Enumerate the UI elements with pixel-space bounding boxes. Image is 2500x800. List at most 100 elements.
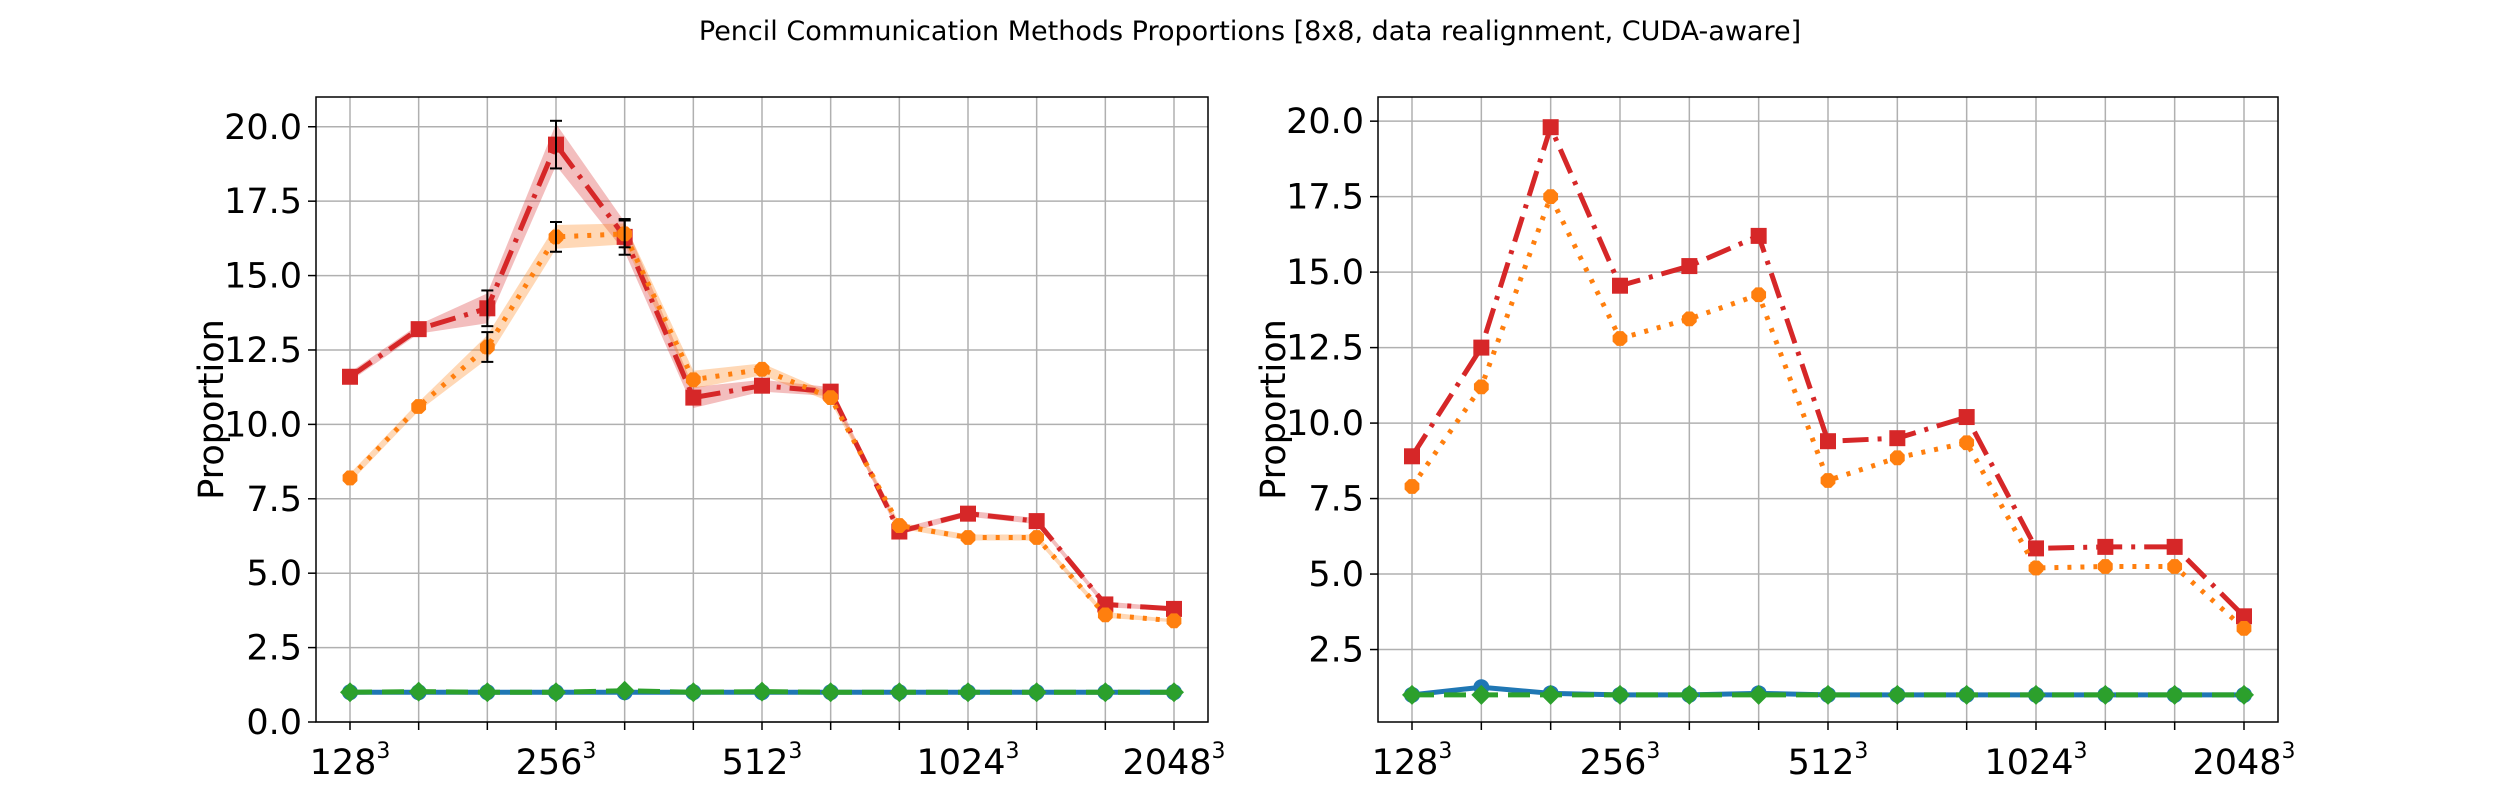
orange-data-point xyxy=(2236,621,2252,636)
y-tick-label: 20.0 xyxy=(1286,102,1364,142)
red-data-point xyxy=(1681,258,1698,275)
x-tick-label-exponent: 3 xyxy=(1006,739,1020,764)
red-data-point xyxy=(1889,430,1906,447)
red-data-point xyxy=(1028,513,1045,530)
x-tick-label-exponent: 3 xyxy=(1438,739,1452,764)
x-tick-label-base: 2048 xyxy=(2192,743,2281,783)
green-data-point xyxy=(1026,682,1047,703)
green-data-point xyxy=(2234,684,2254,705)
y-tick-label: 15.0 xyxy=(224,257,302,297)
green-data-point xyxy=(1095,682,1116,703)
orange-data-point xyxy=(411,399,427,414)
y-tick-label: 12.5 xyxy=(1286,329,1364,369)
green-data-point xyxy=(2026,684,2046,705)
green-data-point xyxy=(889,682,910,703)
y-axis-label: Proportion xyxy=(1254,319,1294,500)
green-data-point xyxy=(546,682,566,703)
orange-data-point xyxy=(2167,559,2183,574)
green-data-point xyxy=(1471,684,1492,705)
x-tick-label-base: 128 xyxy=(310,743,377,783)
y-tick-label: 17.5 xyxy=(224,182,302,222)
orange-data-point xyxy=(1473,379,1489,395)
orange-data-point xyxy=(891,518,907,533)
x-tick-label-base: 512 xyxy=(1788,743,1855,783)
x-tick-label-base: 256 xyxy=(1580,743,1647,783)
x-tick-label-exponent: 3 xyxy=(2074,739,2088,764)
plot-area-frame xyxy=(315,96,1209,723)
y-tick-label: 2.5 xyxy=(246,629,302,669)
orange-data-point xyxy=(754,361,770,377)
x-tick-label-base: 2048 xyxy=(1122,743,1211,783)
red-data-point xyxy=(1820,433,1836,450)
y-tick-label: 10.0 xyxy=(224,405,302,445)
green-data-point xyxy=(408,681,429,702)
green-data-point xyxy=(1818,684,1838,705)
orange-data-point xyxy=(1751,287,1767,303)
green-data-point xyxy=(958,682,978,703)
y-tick-label: 7.5 xyxy=(1308,480,1364,520)
green-data-point xyxy=(1164,682,1184,703)
y-tick-label: 20.0 xyxy=(224,108,302,148)
x-tick-label: 1283 xyxy=(310,739,391,783)
red-data-point xyxy=(1542,119,1559,136)
orange-data-point xyxy=(1889,450,1905,466)
red-data-point xyxy=(2236,608,2252,625)
red-data-point xyxy=(1958,409,1975,426)
red-data-point xyxy=(410,321,427,338)
x-tick-label-base: 1024 xyxy=(916,743,1005,783)
red-data-point xyxy=(2097,538,2114,555)
orange-data-point xyxy=(1820,473,1836,488)
y-tick-label: 10.0 xyxy=(1286,404,1364,444)
x-tick-label-exponent: 3 xyxy=(376,739,390,764)
red-data-point xyxy=(1166,600,1182,617)
red-data-point xyxy=(960,505,976,522)
y-tick-label: 15.0 xyxy=(1286,253,1364,293)
plot-area-frame xyxy=(1377,96,2279,723)
orange-data-point xyxy=(823,390,839,405)
x-tick-label: 5123 xyxy=(722,739,803,783)
y-tick-label: 2.5 xyxy=(1308,631,1364,671)
red-data-point xyxy=(1750,227,1767,244)
green-data-point xyxy=(1748,684,1769,705)
orange-data-point xyxy=(1029,530,1045,545)
x-tick-label: 2563 xyxy=(1580,739,1661,783)
red-data-point xyxy=(342,368,358,385)
orange-data-point xyxy=(1097,607,1113,623)
orange-data-point xyxy=(342,470,358,486)
green-data-point xyxy=(614,680,635,701)
y-tick-label: 0.0 xyxy=(246,703,302,743)
red-data-point xyxy=(1612,277,1628,294)
orange-data-point xyxy=(960,530,976,545)
orange-data-point xyxy=(1166,613,1182,629)
green-data-point xyxy=(1610,684,1630,705)
x-tick-label-base: 256 xyxy=(516,743,583,783)
green-data-point xyxy=(752,681,772,702)
x-tick-label: 10243 xyxy=(1984,739,2087,783)
x-tick-label-exponent: 3 xyxy=(2282,739,2296,764)
green-data-point xyxy=(820,682,841,703)
x-tick-label: 20483 xyxy=(2192,739,2295,783)
x-tick-label: 10243 xyxy=(916,739,1019,783)
orange-data-point xyxy=(2028,560,2044,576)
green-data-point xyxy=(2164,684,2185,705)
y-tick-label: 5.0 xyxy=(246,554,302,594)
y-tick-label: 5.0 xyxy=(1308,555,1364,595)
green-data-point xyxy=(683,682,704,703)
x-tick-label: 20483 xyxy=(1122,739,1225,783)
red-data-point xyxy=(1473,339,1490,356)
y-tick-label: 12.5 xyxy=(224,331,302,371)
x-tick-label: 5123 xyxy=(1788,739,1869,783)
green-data-point xyxy=(2095,684,2116,705)
x-tick-label: 1283 xyxy=(1372,739,1453,783)
y-tick-label: 7.5 xyxy=(246,480,302,520)
orange-data-point xyxy=(685,372,701,388)
red-data-point xyxy=(754,377,770,394)
orange-data-point xyxy=(1404,479,1420,494)
x-tick-label-exponent: 3 xyxy=(1212,739,1226,764)
green-data-point xyxy=(477,682,498,703)
orange-data-point xyxy=(1959,435,1975,451)
orange-data-point xyxy=(1681,311,1697,327)
red-data-point xyxy=(1404,448,1420,465)
orange-data-point xyxy=(2097,559,2113,574)
